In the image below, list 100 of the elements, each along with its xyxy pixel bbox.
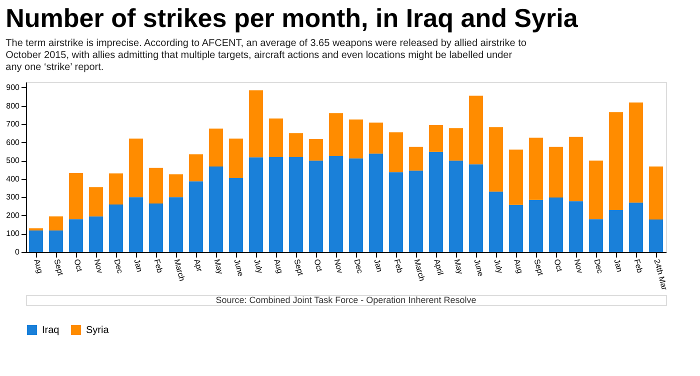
legend-label: Iraq: [42, 325, 60, 336]
x-tick-label: June: [232, 258, 246, 278]
bar: [29, 230, 43, 252]
x-tick-label: Aug: [272, 258, 285, 274]
x-tick-label: Dec: [352, 258, 365, 274]
bar: [89, 187, 103, 216]
bar: [609, 112, 623, 210]
x-tick-label: Sept: [532, 258, 546, 278]
x-tick-label: Oct: [312, 258, 324, 274]
bar: [529, 138, 543, 200]
bar: [589, 160, 603, 220]
bar: [649, 166, 663, 220]
bar: [249, 90, 263, 158]
x-tick-label: 24th Mar: [652, 258, 670, 292]
bar: [509, 150, 523, 205]
x-tick-label: Jan: [132, 258, 144, 273]
bar: [329, 113, 343, 156]
bar: [369, 122, 383, 154]
legend-label: Syria: [86, 325, 110, 336]
bar: [129, 197, 143, 252]
bar: [529, 200, 543, 252]
bar: [469, 96, 483, 164]
bar: [349, 158, 363, 252]
bar: [169, 174, 183, 198]
y-tick-label: 500: [6, 156, 20, 166]
y-tick-label: 900: [6, 82, 20, 92]
bar: [49, 216, 63, 230]
y-tick-label: 0: [15, 248, 20, 256]
x-tick-label: Aug: [512, 258, 525, 274]
bar: [269, 118, 283, 157]
x-tick-label: June: [472, 258, 486, 278]
x-tick-label: March: [412, 258, 427, 282]
bar: [469, 164, 483, 252]
x-tick-label: Feb: [392, 258, 405, 274]
y-tick-label: 300: [6, 192, 20, 202]
x-tick-label: April: [432, 258, 446, 276]
bar: [349, 119, 363, 158]
bar: [629, 102, 643, 203]
bar: [289, 133, 303, 157]
x-tick-label: Jan: [372, 258, 384, 273]
bar: [209, 128, 223, 166]
x-tick-label: Dec: [592, 258, 605, 274]
bar: [569, 136, 583, 202]
bar: [309, 139, 323, 161]
x-tick-label: Dec: [112, 258, 125, 274]
bar: [629, 202, 643, 252]
bar: [509, 204, 523, 252]
bar: [429, 152, 443, 252]
x-tick-label: Aug: [32, 258, 45, 274]
bar: [389, 172, 403, 252]
bar: [149, 204, 163, 252]
bar: [569, 201, 583, 252]
bar: [489, 192, 503, 252]
chart-subtitle: The term airstrike is imprecise. According to AFCENT, an average of 3.65 weapons were released by allied airstrike to October 2015, with allies admitting that multiple targets, aircraft actions and even locations might be labelled under any one ‘strike’ report.: [6, 38, 527, 73]
x-tick-label: Nov: [92, 258, 105, 274]
bar: [189, 181, 203, 252]
bar: [189, 154, 203, 182]
bar: [209, 166, 223, 252]
y-tick-label: 800: [6, 101, 20, 110]
bar: [89, 216, 103, 252]
bar: [429, 124, 443, 152]
x-tick-label: May: [212, 258, 225, 276]
bar: [69, 173, 83, 220]
bar: [109, 173, 123, 204]
bar: [289, 156, 303, 252]
y-tick-label: 200: [6, 210, 20, 220]
y-tick-label: 100: [6, 229, 20, 238]
bar: [449, 128, 463, 161]
source-note: Source: Combined Joint Task Force - Operation Inherent Resolve: [216, 295, 476, 305]
bar: [489, 127, 503, 192]
bar: [329, 156, 343, 252]
bar: [109, 204, 123, 252]
bar: [249, 157, 263, 252]
y-tick-label: 400: [6, 174, 20, 184]
bar: [549, 146, 563, 198]
bar: [549, 198, 563, 252]
bar: [49, 230, 63, 252]
bar: [129, 138, 143, 198]
x-tick-label: Oct: [552, 258, 564, 274]
bar: [169, 197, 183, 252]
bar: [229, 138, 243, 178]
x-tick-label: Sept: [292, 258, 306, 278]
bar: [389, 132, 403, 172]
bar: [69, 219, 83, 252]
bar: [409, 170, 423, 252]
y-tick-label: 700: [6, 120, 20, 129]
bar: [589, 219, 603, 252]
bar: [409, 146, 423, 171]
x-tick-label: Jan: [612, 258, 624, 273]
x-tick-label: Apr: [192, 258, 204, 273]
bar: [369, 154, 383, 252]
x-tick-label: Nov: [572, 258, 585, 274]
bar: [649, 219, 663, 252]
x-tick-label: Sept: [52, 258, 66, 278]
x-tick-label: Feb: [152, 258, 165, 274]
bar: [609, 210, 623, 252]
x-tick-label: July: [492, 258, 505, 274]
bar: [309, 160, 323, 252]
x-tick-label: Feb: [632, 258, 645, 274]
x-tick-label: May: [452, 258, 465, 276]
